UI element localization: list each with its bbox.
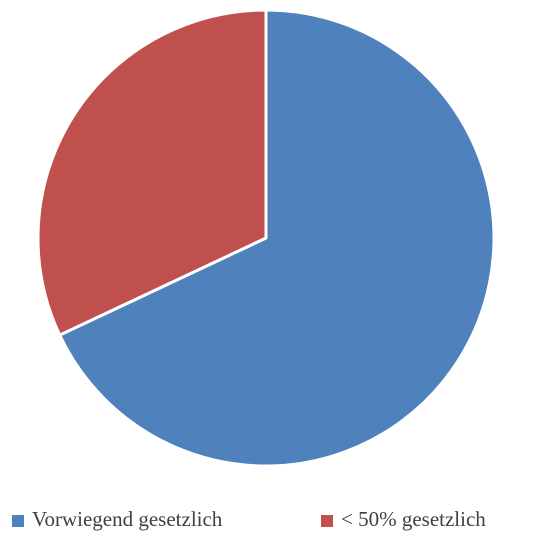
legend-label: Vorwiegend gesetzlich: [32, 507, 223, 531]
pie-slice: [36, 8, 268, 337]
legend-label: < 50% gesetzlich: [341, 507, 486, 531]
legend-swatch: [12, 515, 24, 527]
legend-swatch: [321, 515, 333, 527]
pie-slice: [58, 8, 496, 468]
